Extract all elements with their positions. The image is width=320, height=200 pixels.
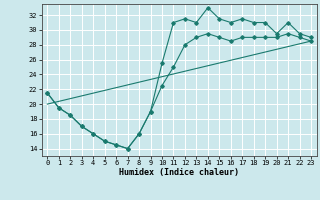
X-axis label: Humidex (Indice chaleur): Humidex (Indice chaleur) [119, 168, 239, 177]
